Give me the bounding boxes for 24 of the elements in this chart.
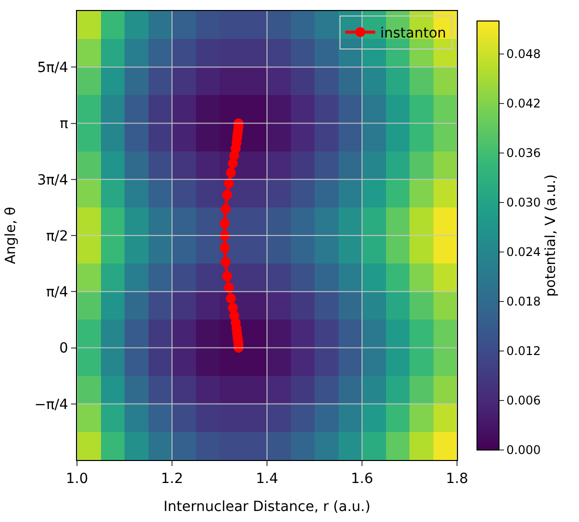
color-bar-label: 0.048 xyxy=(506,47,541,62)
y-tick-label: 5π/4 xyxy=(37,60,68,76)
color-bar-label: 0.042 xyxy=(506,96,541,111)
y-axis-title: Angle, θ xyxy=(3,206,20,264)
color-bar-label: 0.030 xyxy=(506,196,541,210)
x-tick-label: 1.0 xyxy=(66,470,88,487)
color-bar-label: 0.006 xyxy=(506,394,541,408)
y-tick-label: π/4 xyxy=(46,284,68,301)
x-axis-title: Internuclear Distance, r (a.u.) xyxy=(164,499,370,516)
color-bar-label: 0.000 xyxy=(506,443,541,458)
x-tick-label: 1.6 xyxy=(350,470,374,487)
x-tick-label: 1.4 xyxy=(256,470,278,487)
y-tick-label: 0 xyxy=(59,340,68,357)
color-bar-label: 0.036 xyxy=(506,146,541,160)
color-bar-label: 0.018 xyxy=(506,294,541,309)
x-tick-label: 1.8 xyxy=(446,470,468,487)
y-tick-label: −π/4 xyxy=(34,396,68,413)
y-tick-label: π xyxy=(60,116,69,132)
y-tick-label: 3π/4 xyxy=(37,172,68,188)
x-tick-label: 1.2 xyxy=(160,470,184,487)
color-bar-title: potential, V (a.u.) xyxy=(542,174,559,297)
color-bar-label: 0.012 xyxy=(506,344,541,358)
color-bar-label: 0.024 xyxy=(506,245,541,260)
y-tick-label: π/2 xyxy=(46,228,68,244)
